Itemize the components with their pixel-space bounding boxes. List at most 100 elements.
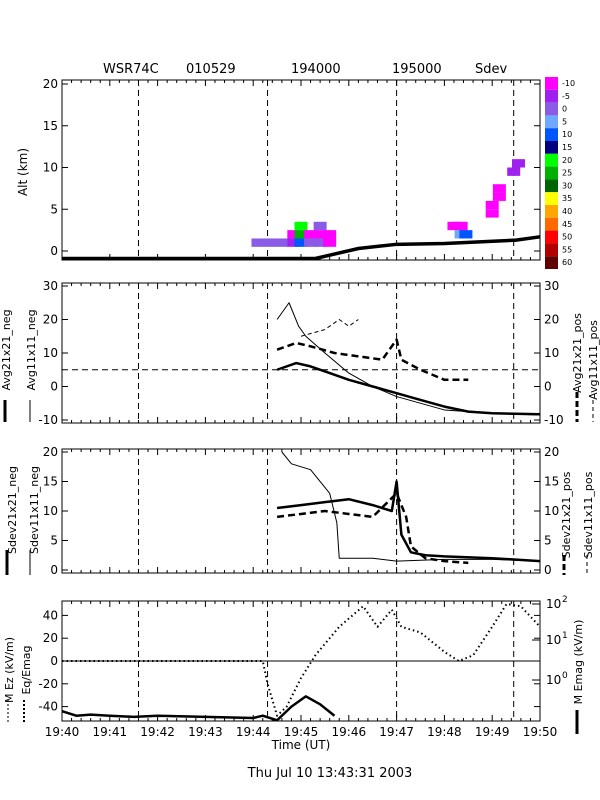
color-scale-label: 30 [562, 181, 572, 190]
y-tick-label-right: 15 [544, 475, 559, 489]
y-tick-label-right: 0 [544, 380, 552, 394]
reflectivity-cell [459, 230, 473, 239]
y-tick-label: 0 [50, 380, 58, 394]
log-tick-label: 10 [546, 673, 561, 687]
color-scale-label: 20 [562, 156, 572, 165]
y-tick-label-right: 10 [544, 346, 559, 360]
start-time-label: 194000 [291, 62, 341, 77]
color-scale-label: 50 [562, 233, 572, 242]
series-avg11x11-neg [276, 302, 541, 416]
sdev21-pos-label: Sdev21x21_pos [560, 471, 573, 558]
log-tick-exponent: 1 [562, 631, 568, 641]
reflectivity-cell [485, 200, 499, 210]
reflectivity-cell [313, 230, 327, 239]
y-tick-label: 0 [50, 244, 58, 258]
reflectivity-cell [251, 238, 265, 247]
y-tick-label: 0 [50, 654, 58, 668]
x-tick-label: 19:43 [188, 725, 223, 739]
color-scale-swatch [545, 77, 558, 90]
x-tick-label: 19:46 [332, 725, 367, 739]
color-scale-swatch [545, 89, 558, 103]
color-scale-label: -10 [562, 79, 575, 88]
footer-timestamp: Thu Jul 10 13:43:31 2003 [247, 766, 413, 781]
reflectivity-cell [294, 230, 308, 239]
y-tick-label-right: 20 [544, 313, 559, 327]
emag-axis-label: M Emag (kV/m) [572, 620, 585, 705]
end-time-label: 195000 [392, 62, 442, 77]
reflectivity-cell [313, 238, 327, 247]
alt-axis-label: Alt (km) [16, 148, 30, 196]
reflectivity-cell [304, 238, 318, 247]
color-scale-swatch [545, 192, 558, 205]
color-scale-swatch [545, 115, 558, 129]
color-scale-swatch [545, 205, 558, 218]
reflectivity-cell [323, 238, 337, 247]
sdev11-neg-label: Sdev11x11_neg [28, 466, 41, 554]
reflectivity-cell [287, 230, 301, 239]
sdev21-neg-label: Sdev21x21_neg [6, 466, 19, 554]
log-tick-exponent: 2 [562, 595, 568, 605]
avg-panel-frame [61, 282, 541, 424]
color-scale-bar: -10 -5 0 5 10 15 20 25 30 35 40 45 50 55 60 [545, 77, 575, 269]
y-tick-label: 0 [50, 563, 58, 577]
log-tick-label: 10 [546, 597, 561, 611]
color-scale-label: 45 [562, 220, 572, 229]
reflectivity-cell [492, 184, 506, 193]
series-sdev21x21-neg [276, 480, 541, 563]
y-tick-label: 10 [43, 161, 58, 175]
y-tick-label-right: 20 [544, 445, 559, 459]
series-sdev11x11-neg [281, 451, 541, 562]
date-label: 010529 [186, 62, 236, 77]
color-scale-swatch [545, 256, 558, 269]
color-scale-label: 5 [562, 117, 567, 126]
x-tick-label: 19:48 [427, 725, 462, 739]
sdev11-pos-label: Sdev11x11_pos [582, 471, 595, 558]
reflectivity-cell [294, 221, 308, 231]
y-tick-label: -10 [38, 413, 58, 427]
color-scale-swatch [545, 141, 558, 154]
product-label: Sdev [475, 62, 508, 77]
y-tick-label: 5 [50, 534, 58, 548]
color-scale-swatch [545, 102, 558, 116]
series-avg21x21-neg [276, 361, 541, 416]
x-axis-label: Time (UT) [271, 738, 331, 752]
ez-axis-label: M Ez (kV/m) [3, 637, 16, 703]
color-scale-label: 55 [562, 245, 572, 254]
color-scale-label: 15 [562, 143, 572, 152]
y-tick-label: 20 [43, 313, 58, 327]
y-tick-label: 5 [50, 202, 58, 216]
y-tick-label: 20 [43, 631, 58, 645]
color-scale-swatch [545, 166, 558, 180]
x-tick-label: 19:49 [475, 725, 510, 739]
y-tick-label: -40 [38, 700, 58, 714]
y-tick-label: 40 [43, 608, 58, 622]
series-eq-emag [62, 603, 541, 717]
color-scale-swatch [545, 153, 558, 167]
color-scale-label: 10 [562, 130, 572, 139]
eq-emag-axis-label: Eq/Emag [20, 645, 33, 694]
y-tick-label-right: 10 [544, 504, 559, 518]
y-tick-label-right: 30 [544, 279, 559, 293]
reflectivity-cell [454, 221, 468, 231]
reflectivity-cell [485, 209, 499, 218]
log-tick-label: 10 [546, 633, 561, 647]
y-tick-label-right: -10 [544, 413, 564, 427]
y-tick-label: -20 [38, 677, 58, 691]
color-scale-label: -5 [562, 92, 570, 101]
figure-header: WSR74C 010529 194000 195000 Sdev [103, 62, 508, 77]
color-scale-swatch [545, 230, 558, 244]
x-tick-label: 19:42 [140, 725, 175, 739]
avg11-pos-label: Avg11x11_pos [587, 320, 600, 400]
color-scale-label: 60 [562, 258, 572, 267]
x-tick-label: 19:44 [236, 725, 271, 739]
y-tick-label: 15 [43, 119, 58, 133]
series-sdev21x21-pos [276, 492, 469, 565]
y-tick-label: 30 [43, 279, 58, 293]
reflectivity-cell [511, 159, 525, 168]
reflectivity-cell [492, 192, 506, 201]
x-tick-label: 19:41 [93, 725, 128, 739]
reflectivity-cell [323, 230, 337, 239]
x-tick-label: 19:45 [284, 725, 319, 739]
sdev-panel-frame [61, 448, 541, 574]
